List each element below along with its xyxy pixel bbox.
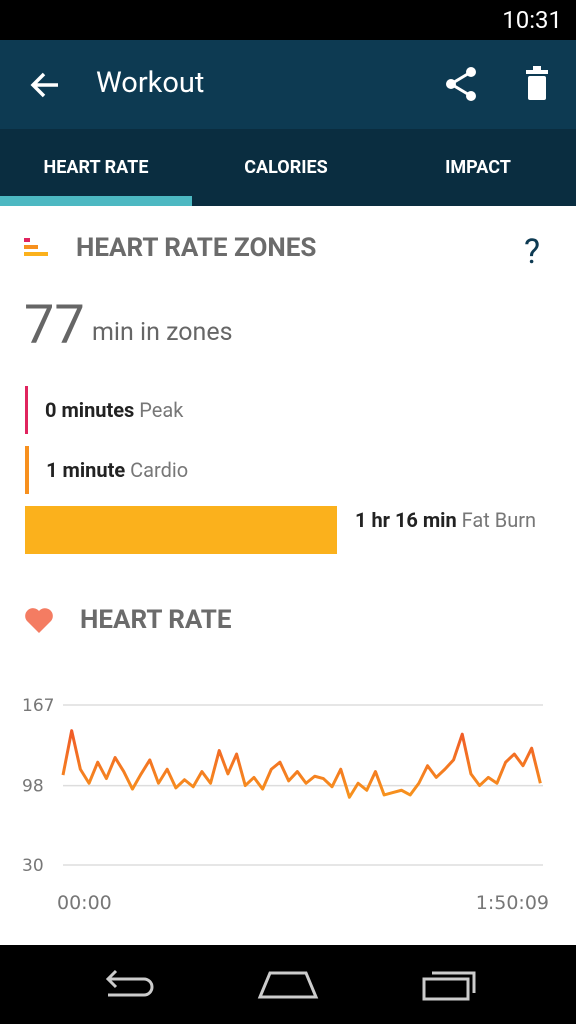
recents-nav[interactable] <box>420 967 480 1003</box>
x-tick-label: 00:00 <box>57 892 112 914</box>
zone-name: Cardio <box>130 458 189 482</box>
zone-label: 0 minutes Peak <box>45 395 445 425</box>
zone-amount: 0 minutes <box>45 398 135 422</box>
heart-rate-chart: 30 98 167 00:00 1:50:09 <box>22 696 549 914</box>
zone-amount: 1 hr 16 min <box>355 508 457 532</box>
zones-icon <box>24 238 48 256</box>
back-button[interactable] <box>28 68 62 102</box>
clock: 10:31 <box>502 6 562 34</box>
tab[interactable]: HEART RATE <box>43 157 149 178</box>
y-tick-label: 30 <box>22 856 44 876</box>
zone-name: Fat Burn <box>461 508 537 532</box>
tab[interactable]: IMPACT <box>445 157 511 178</box>
delete-button[interactable] <box>524 66 552 102</box>
share-button[interactable] <box>443 66 479 102</box>
tab-bar: HEART RATE CALORIES IMPACT <box>0 129 576 206</box>
section-title: HEART RATE <box>80 605 232 635</box>
zone-bar <box>25 506 337 554</box>
back-nav[interactable] <box>98 967 158 1003</box>
status-bar: 10:31 <box>0 0 576 40</box>
tab[interactable]: CALORIES <box>244 157 328 178</box>
zone-label: 1 hr 16 min Fat Burn <box>355 505 555 535</box>
help-button[interactable]: ? <box>524 232 541 272</box>
home-nav[interactable] <box>256 967 320 1003</box>
zone-bar <box>25 446 30 494</box>
zone-amount: 1 minute <box>46 458 126 482</box>
heart-rate-line <box>61 729 542 799</box>
nav-bar <box>0 945 576 1024</box>
total-minutes: 77 <box>24 294 85 357</box>
y-tick-label: 98 <box>22 777 44 797</box>
heart-icon <box>25 608 53 633</box>
section-title: HEART RATE ZONES <box>76 233 317 263</box>
screen-title: Workout <box>96 66 205 100</box>
tab-indicator <box>0 196 192 206</box>
app-bar: Workout <box>0 40 576 129</box>
zone-label: 1 minute Cardio <box>46 455 446 485</box>
zone-bar <box>25 386 28 434</box>
zone-name: Peak <box>139 398 184 422</box>
total-unit: min in zones <box>92 318 233 347</box>
x-tick-label: 1:50:09 <box>476 892 549 914</box>
y-tick-label: 167 <box>22 696 54 716</box>
